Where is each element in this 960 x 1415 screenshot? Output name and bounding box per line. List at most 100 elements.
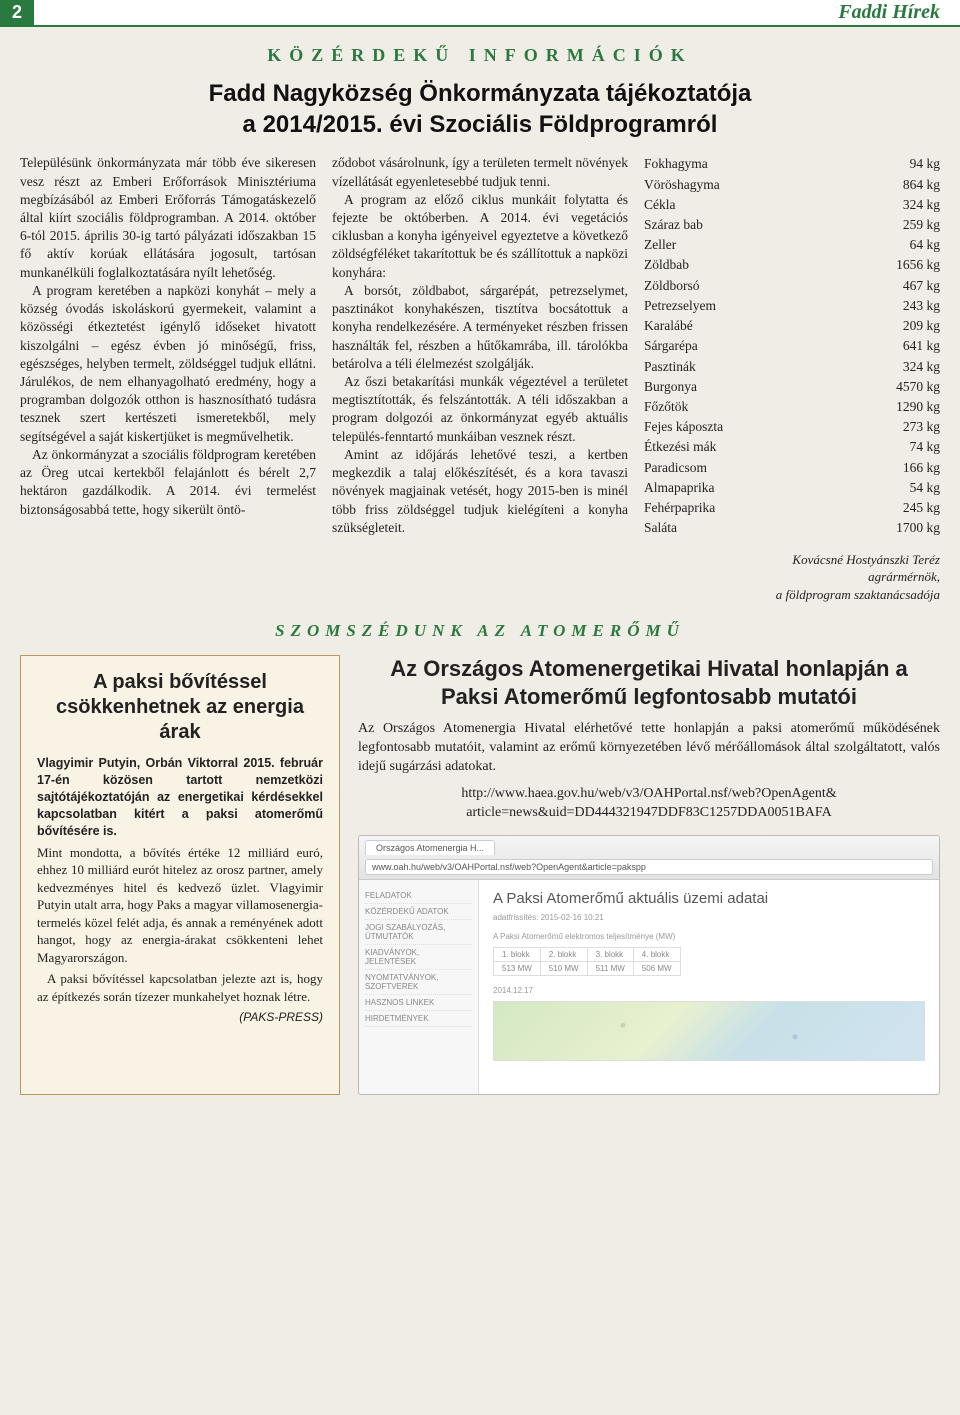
browser-body: FELADATOKKÖZÉRDEKŰ ADATOKJOGI SZABÁLYOZÁ… bbox=[359, 880, 939, 1094]
browser-main: A Paksi Atomerőmű aktuális üzemi adatai … bbox=[479, 880, 939, 1094]
browser-table-row: 1. blokk2. blokk3. blokk4. blokk bbox=[494, 947, 681, 961]
produce-qty: 74 kg bbox=[823, 437, 940, 457]
box-paks-expansion: A paksi bővítéssel csökkenhetnek az ener… bbox=[20, 655, 340, 1094]
produce-name: Zöldbab bbox=[644, 255, 823, 275]
produce-qty: 64 kg bbox=[823, 235, 940, 255]
browser-date: 2014.12.17 bbox=[493, 986, 925, 995]
box-right-url: http://www.haea.gov.hu/web/v3/OAHPortal.… bbox=[358, 785, 940, 823]
column-2: ződobot vásárolnunk, így a területen ter… bbox=[332, 154, 628, 603]
produce-row: Pasztinák324 kg bbox=[644, 357, 940, 377]
produce-qty: 1656 kg bbox=[823, 255, 940, 275]
produce-qty: 245 kg bbox=[823, 498, 940, 518]
produce-qty: 1290 kg bbox=[823, 397, 940, 417]
browser-sidebar-item: FELADATOK bbox=[365, 888, 472, 904]
column-1: Településünk önkormányzata már több éve … bbox=[20, 154, 316, 603]
byline-role2: a földprogram szaktanácsadója bbox=[644, 586, 940, 604]
browser-table-cell: 2. blokk bbox=[540, 947, 587, 961]
produce-qty: 273 kg bbox=[823, 417, 940, 437]
produce-row: Karalábé209 kg bbox=[644, 316, 940, 336]
col1-p3: Az önkormányzat a szociális földprogram … bbox=[20, 446, 316, 519]
produce-row: Zöldbab1656 kg bbox=[644, 255, 940, 275]
url-line2: article=news&uid=DD444321947DDF83C1257DD… bbox=[466, 805, 832, 820]
bottom-row: A paksi bővítéssel csökkenhetnek az ener… bbox=[20, 655, 940, 1094]
produce-row: Vöröshagyma864 kg bbox=[644, 175, 940, 195]
produce-row: Fokhagyma94 kg bbox=[644, 154, 940, 174]
browser-table-cell: 513 MW bbox=[494, 961, 541, 975]
browser-data-table: 1. blokk2. blokk3. blokk4. blokk513 MW51… bbox=[493, 947, 681, 976]
produce-name: Zeller bbox=[644, 235, 823, 255]
produce-name: Karalábé bbox=[644, 316, 823, 336]
browser-table-cell: 510 MW bbox=[540, 961, 587, 975]
produce-qty: 94 kg bbox=[823, 154, 940, 174]
browser-table-row: 513 MW510 MW511 MW506 MW bbox=[494, 961, 681, 975]
browser-sidebar-item: HIRDETMÉNYEK bbox=[365, 1011, 472, 1027]
browser-table-cell: 4. blokk bbox=[633, 947, 680, 961]
produce-qty: 209 kg bbox=[823, 316, 940, 336]
col2-p3: A borsót, zöldbabot, sárgarépát, petrezs… bbox=[332, 282, 628, 373]
produce-qty: 641 kg bbox=[823, 336, 940, 356]
section-heading-public-info: KÖZÉRDEKŰ INFORMÁCIÓK bbox=[20, 45, 940, 66]
box-right-intro: Az Országos Atomenergia Hivatal elérhető… bbox=[358, 720, 940, 777]
col2-p4: Az őszi betakarítási munkák végeztével a… bbox=[332, 373, 628, 446]
box-left-lead: Vlagyimir Putyin, Orbán Viktorral 2015. … bbox=[37, 755, 323, 839]
produce-row: Sárgarépa641 kg bbox=[644, 336, 940, 356]
browser-sidebar-item: HASZNOS LINKEK bbox=[365, 995, 472, 1011]
browser-screenshot: Országos Atomenergia H... www.oah.hu/web… bbox=[358, 835, 940, 1095]
page-content: KÖZÉRDEKŰ INFORMÁCIÓK Fadd Nagyközség Ön… bbox=[0, 27, 960, 1115]
produce-row: Almapaprika54 kg bbox=[644, 478, 940, 498]
produce-row: Étkezési mák74 kg bbox=[644, 437, 940, 457]
browser-table-cell: 3. blokk bbox=[587, 947, 633, 961]
box-right-title: Az Országos Atomenergetikai Hivatal honl… bbox=[358, 655, 940, 710]
produce-qty: 324 kg bbox=[823, 357, 940, 377]
browser-tab: Országos Atomenergia H... bbox=[365, 840, 495, 855]
article-title: Fadd Nagyközség Önkormányzata tájékoztat… bbox=[20, 78, 940, 140]
produce-row: Paradicsom166 kg bbox=[644, 458, 940, 478]
browser-main-title: A Paksi Atomerőmű aktuális üzemi adatai bbox=[493, 890, 925, 907]
produce-row: Zöldborsó467 kg bbox=[644, 276, 940, 296]
produce-row: Főzőtök1290 kg bbox=[644, 397, 940, 417]
produce-name: Pasztinák bbox=[644, 357, 823, 377]
box-nuclear-data: Az Országos Atomenergetikai Hivatal honl… bbox=[358, 655, 940, 1094]
col2-p1: ződobot vásárolnunk, így a területen ter… bbox=[332, 154, 628, 190]
produce-name: Paradicsom bbox=[644, 458, 823, 478]
produce-row: Burgonya4570 kg bbox=[644, 377, 940, 397]
produce-qty: 467 kg bbox=[823, 276, 940, 296]
produce-name: Petrezselyem bbox=[644, 296, 823, 316]
produce-name: Fokhagyma bbox=[644, 154, 823, 174]
produce-qty: 864 kg bbox=[823, 175, 940, 195]
byline: Kovácsné Hostyánszki Teréz agrármérnök, … bbox=[644, 551, 940, 604]
page-number: 2 bbox=[0, 0, 34, 25]
produce-name: Almapaprika bbox=[644, 478, 823, 498]
article-columns: Településünk önkormányzata már több éve … bbox=[20, 154, 940, 603]
box-right-title-l2: Paksi Atomerőmű legfontosabb mutatói bbox=[441, 684, 857, 709]
article-title-line2: a 2014/2015. évi Szociális Földprogramró… bbox=[20, 109, 940, 140]
produce-row: Fejes káposzta273 kg bbox=[644, 417, 940, 437]
browser-table-cell: 1. blokk bbox=[494, 947, 541, 961]
browser-map bbox=[493, 1001, 925, 1061]
browser-sidebar-item: KIADVÁNYOK, JELENTÉSEK bbox=[365, 945, 472, 970]
produce-row: Saláta1700 kg bbox=[644, 518, 940, 538]
browser-chrome: Országos Atomenergia H... www.oah.hu/web… bbox=[359, 836, 939, 880]
publication-title: Faddi Hírek bbox=[838, 1, 960, 24]
produce-row: Petrezselyem243 kg bbox=[644, 296, 940, 316]
produce-qty: 259 kg bbox=[823, 215, 940, 235]
produce-name: Burgonya bbox=[644, 377, 823, 397]
browser-url-bar: www.oah.hu/web/v3/OAHPortal.nsf/web?Open… bbox=[365, 859, 933, 875]
produce-row: Fehérpaprika245 kg bbox=[644, 498, 940, 518]
box-left-p2: A paksi bővítéssel kapcsolatban jelezte … bbox=[37, 970, 323, 1005]
produce-table: Fokhagyma94 kgVöröshagyma864 kgCékla324 … bbox=[644, 154, 940, 538]
col2-p2: A program az előző ciklus munkáit folyta… bbox=[332, 191, 628, 282]
byline-role1: agrármérnök, bbox=[644, 568, 940, 586]
produce-qty: 166 kg bbox=[823, 458, 940, 478]
produce-name: Főzőtök bbox=[644, 397, 823, 417]
produce-name: Fejes káposzta bbox=[644, 417, 823, 437]
browser-sidebar: FELADATOKKÖZÉRDEKŰ ADATOKJOGI SZABÁLYOZÁ… bbox=[359, 880, 479, 1094]
produce-qty: 4570 kg bbox=[823, 377, 940, 397]
col1-p1: Településünk önkormányzata már több éve … bbox=[20, 154, 316, 282]
box-right-title-l1: Az Országos Atomenergetikai Hivatal honl… bbox=[390, 656, 908, 681]
produce-qty: 1700 kg bbox=[823, 518, 940, 538]
column-3: Fokhagyma94 kgVöröshagyma864 kgCékla324 … bbox=[644, 154, 940, 603]
browser-sidebar-item: JOGI SZABÁLYOZÁS, ÚTMUTATÓK bbox=[365, 920, 472, 945]
article-title-line1: Fadd Nagyközség Önkormányzata tájékoztat… bbox=[209, 80, 752, 107]
browser-sidebar-item: KÖZÉRDEKŰ ADATOK bbox=[365, 904, 472, 920]
